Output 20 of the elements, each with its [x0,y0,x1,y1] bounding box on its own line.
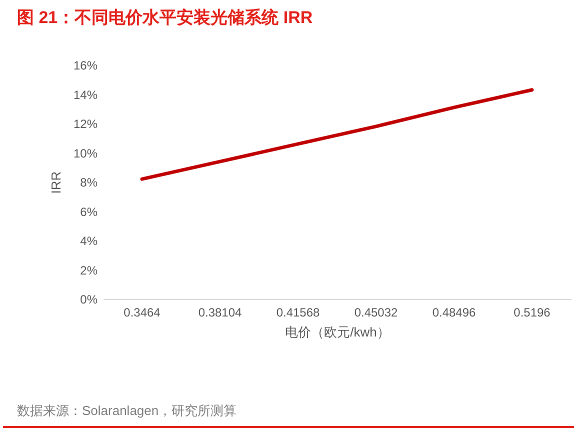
y-tick-label: 10% [73,146,98,160]
y-tick-label: 16% [73,58,98,72]
y-tick-label: 14% [73,88,98,102]
y-tick-label: 12% [73,117,98,131]
x-tick-label: 0.48496 [432,306,476,320]
source-note: 数据来源：Solaranlagen，研究所测算 [17,402,237,420]
y-tick-label: 6% [80,204,98,219]
x-axis-title: 电价（欧元/kwh） [285,324,390,340]
x-tick-label: 0.5196 [514,306,551,320]
x-tick-label: 0.45032 [354,306,398,320]
chart-title: 图 21：不同电价水平安装光储系统 IRR [17,7,313,29]
y-tick-label: 8% [80,176,98,190]
y-tick-label: 2% [80,263,98,278]
y-tick-label: 0% [80,292,98,306]
x-tick-label: 0.3464 [124,306,161,320]
y-axis-title: IRR [48,171,64,194]
line-series [140,88,534,181]
y-tick-label: 4% [80,234,98,248]
x-tick-label: 0.41568 [276,306,320,320]
x-tick-label: 0.38104 [198,306,242,320]
